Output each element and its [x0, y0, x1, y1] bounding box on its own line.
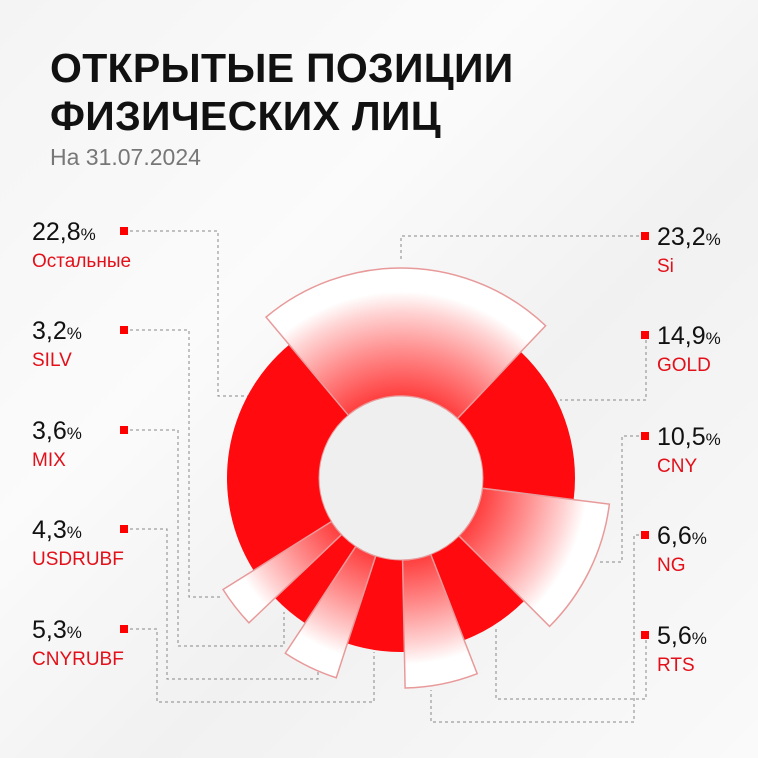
percent-sign: %: [80, 225, 96, 244]
value-text: 3,6%: [32, 417, 82, 448]
label-si: 23,2% Si: [657, 223, 721, 280]
value-number: 3,6: [32, 417, 67, 445]
value-number: 5,3: [32, 616, 67, 644]
slice-остальные: [227, 344, 349, 571]
value-number: 10,5: [657, 423, 706, 451]
slice-name: GOLD: [657, 355, 711, 376]
value-number: 14,9: [657, 322, 706, 350]
connector-mix: [130, 429, 285, 647]
percent-sign: %: [691, 529, 707, 548]
percent-sign: %: [66, 324, 82, 343]
legend-marker-mix: [120, 426, 128, 434]
legend-marker-rts: [641, 631, 649, 639]
legend-marker-usdrubf: [120, 525, 128, 533]
value-number: 4,3: [32, 516, 67, 544]
donut-hole: [318, 395, 484, 561]
value-number: 5,6: [657, 622, 692, 650]
label-cnyrubf: 5,3% CNYRUBF: [32, 616, 124, 673]
label-gold: 14,9% GOLD: [657, 322, 721, 379]
slice-mix: [274, 534, 356, 624]
percent-sign: %: [66, 424, 82, 443]
slice-name: RTS: [657, 655, 695, 676]
label-silv: 3,2% SILV: [32, 317, 82, 374]
connector-ng: [430, 534, 645, 723]
connector-ostalnye: [130, 230, 248, 397]
value-text: 6,6%: [657, 522, 707, 553]
connector-si: [400, 235, 645, 262]
connector-cny: [598, 435, 645, 563]
slice-name: Si: [657, 256, 674, 277]
value-text: 14,9%: [657, 322, 721, 353]
slice-name: MIX: [32, 450, 66, 471]
label-остальные: 22,8% Остальные: [32, 218, 131, 275]
slice-name: CNY: [657, 456, 698, 477]
value-number: 22,8: [32, 218, 81, 246]
connector-cnyrubf: [130, 628, 375, 703]
value-text: 10,5%: [657, 423, 721, 454]
percent-sign: %: [66, 623, 82, 642]
label-rts: 5,6% RTS: [657, 622, 707, 679]
percent-sign: %: [705, 230, 721, 249]
value-text: 5,6%: [657, 622, 707, 653]
slice-name: USDRUBF: [32, 549, 124, 570]
value-text: 5,3%: [32, 616, 124, 647]
slice-name: CNYRUBF: [32, 649, 124, 670]
connector-rts: [495, 628, 647, 700]
label-mix: 3,6% MIX: [32, 417, 82, 474]
value-text: 22,8%: [32, 218, 131, 249]
value-text: 4,3%: [32, 516, 124, 547]
date-subtitle: На 31.07.2024: [50, 144, 201, 170]
connector-silv: [130, 329, 222, 598]
slice-cnyrubf: [347, 556, 405, 652]
percent-sign: %: [705, 329, 721, 348]
legend-marker-остальные: [120, 227, 128, 235]
legend-marker-ng: [641, 531, 649, 539]
slice-gold: [457, 351, 575, 500]
connector-gold: [560, 334, 647, 401]
legend-marker-cnyrubf: [120, 625, 128, 633]
legend-marker-gold: [641, 331, 649, 339]
title-line-2: ФИЗИЧЕСКИХ ЛИЦ: [50, 93, 441, 139]
value-number: 6,6: [657, 522, 692, 550]
percent-sign: %: [66, 523, 82, 542]
slice-name: Остальные: [32, 251, 132, 272]
value-number: 3,2: [32, 317, 67, 345]
label-ng: 6,6% NG: [657, 522, 707, 579]
connector-usdrubf: [130, 528, 319, 680]
percent-sign: %: [705, 430, 721, 449]
page-title: ОТКРЫТЫЕ ПОЗИЦИИ ФИЗИЧЕСКИХ ЛИЦ: [50, 44, 514, 140]
legend-marker-cny: [641, 432, 649, 440]
label-cny: 10,5% CNY: [657, 423, 721, 480]
percent-sign: %: [691, 629, 707, 648]
value-number: 23,2: [657, 223, 706, 251]
legend-marker-si: [641, 232, 649, 240]
slice-name: SILV: [32, 350, 72, 371]
slice-name: NG: [657, 555, 686, 576]
label-usdrubf: 4,3% USDRUBF: [32, 516, 124, 573]
value-text: 3,2%: [32, 317, 82, 348]
value-text: 23,2%: [657, 223, 721, 254]
legend-marker-silv: [120, 326, 128, 334]
title-line-1: ОТКРЫТЫЕ ПОЗИЦИИ: [50, 45, 514, 91]
